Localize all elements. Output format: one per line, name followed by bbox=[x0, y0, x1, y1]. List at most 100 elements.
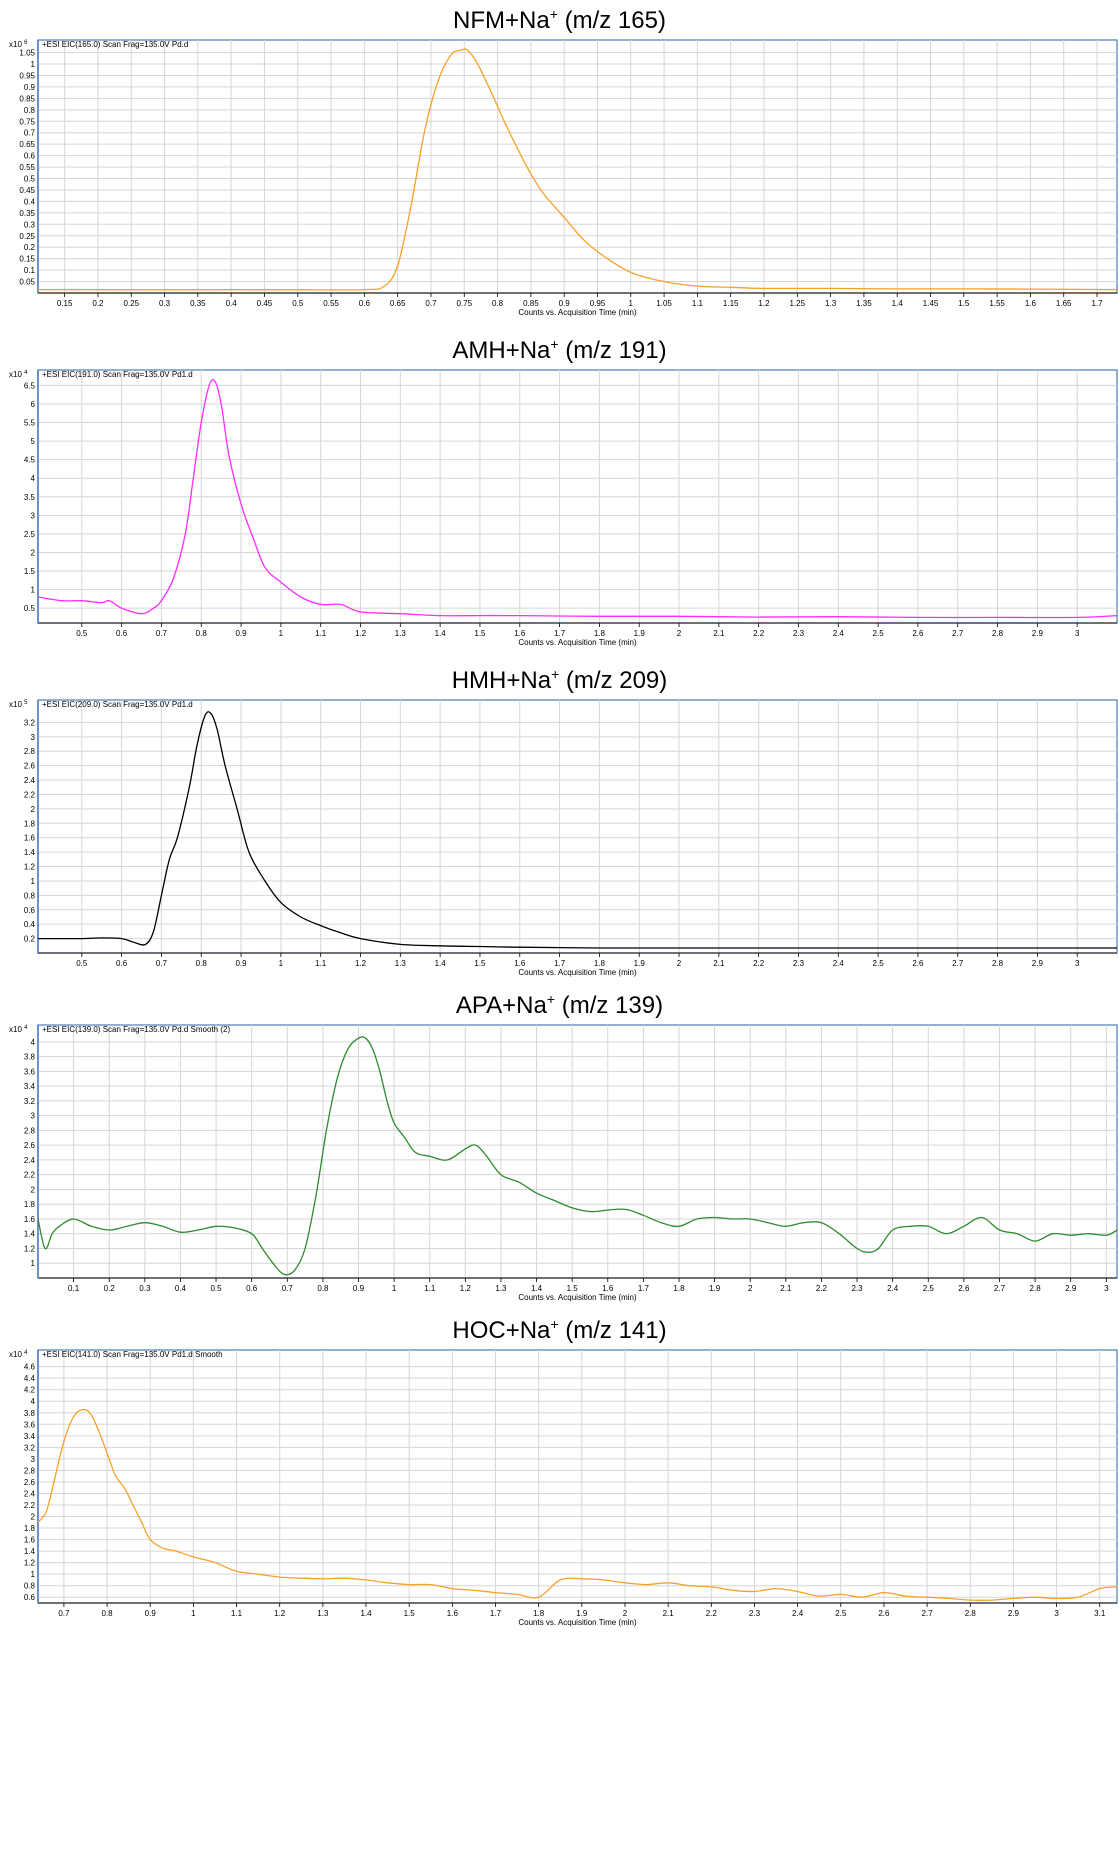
y-tick-label: 1 bbox=[31, 1259, 36, 1268]
x-tick-label: 0.65 bbox=[390, 299, 406, 308]
x-tick-label: 1.2 bbox=[274, 1609, 286, 1618]
x-tick-label: 2.6 bbox=[958, 1284, 970, 1293]
x-tick-label: 1.5 bbox=[404, 1609, 416, 1618]
chart-title-charge: + bbox=[550, 1316, 559, 1332]
chart-title: NFM+Na+ (m/z 165) bbox=[0, 6, 1119, 35]
chart-panel: HMH+Na+ (m/z 209) 0.5 0.6 0.7 0.8 0.9 1 1.1 1.2 1… bbox=[0, 660, 1119, 990]
x-tick-label: 0.4 bbox=[226, 299, 238, 308]
x-tick-label: 2.1 bbox=[713, 629, 725, 638]
x-tick-label: 2.5 bbox=[873, 629, 885, 638]
x-tick-label: 1.9 bbox=[709, 1284, 721, 1293]
x-tick-label: 2.7 bbox=[994, 1284, 1006, 1293]
chart-panel: HOC+Na+ (m/z 141) 0.7 0.8 0.9 1 1.1 1.2 1.3 1.4 1… bbox=[0, 1310, 1119, 1640]
chart-svg: 0.5 0.6 0.7 0.8 0.9 1 1.1 1.2 1.3 1.4 1.5 1.6 1.7 1.8… bbox=[9, 369, 1118, 647]
chart-title-mz: (m/z 209) bbox=[559, 667, 668, 694]
trace-label: +ESI EIC(139.0) Scan Frag=135.0V Pd.d Sm… bbox=[42, 1025, 230, 1034]
y-multiplier: x10 5 bbox=[9, 700, 28, 709]
chart-title-charge: + bbox=[550, 336, 559, 352]
y-tick-label: 4.4 bbox=[24, 1374, 36, 1383]
y-tick-label: 0.45 bbox=[19, 186, 35, 195]
x-tick-label: 2.6 bbox=[878, 1609, 890, 1618]
x-tick-label: 1.8 bbox=[594, 629, 606, 638]
y-tick-label: 3.6 bbox=[24, 1420, 36, 1429]
chart-title: HOC+Na+ (m/z 141) bbox=[0, 1316, 1119, 1345]
x-tick-label: 1.3 bbox=[495, 1284, 507, 1293]
x-tick-label: 1.4 bbox=[531, 1284, 543, 1293]
y-tick-label: 2.4 bbox=[24, 776, 36, 785]
chart-panel: NFM+Na+ (m/z 165) 0.15 0.2 0.25 0.3 0.35 0.4 0.… bbox=[0, 0, 1119, 330]
x-tick-label: 1.1 bbox=[692, 299, 704, 308]
x-tick-label: 1.7 bbox=[554, 629, 566, 638]
x-tick-label: 2.4 bbox=[833, 629, 845, 638]
x-tick-label: 1.6 bbox=[447, 1609, 459, 1618]
y-tick-label: 1.8 bbox=[24, 1524, 36, 1533]
chart-title-mz: (m/z 141) bbox=[558, 1317, 667, 1344]
y-tick-label: 0.8 bbox=[24, 106, 36, 115]
x-tick-label: 0.7 bbox=[425, 299, 437, 308]
x-tick-label: 1.8 bbox=[533, 1609, 545, 1618]
y-tick-label: 3.4 bbox=[24, 1432, 36, 1441]
y-tick-label: 0.15 bbox=[19, 255, 35, 264]
y-tick-label: 1.4 bbox=[24, 1547, 36, 1556]
x-tick-label: 1 bbox=[392, 1284, 397, 1293]
y-multiplier: x10 4 bbox=[9, 1350, 28, 1359]
x-tick-label: 1 bbox=[191, 1609, 196, 1618]
x-tick-label: 1.7 bbox=[490, 1609, 502, 1618]
chart-title: HMH+Na+ (m/z 209) bbox=[0, 666, 1119, 695]
y-tick-label: 3.5 bbox=[24, 493, 36, 502]
y-tick-label: 1.2 bbox=[24, 863, 36, 872]
x-tick-label: 1.1 bbox=[231, 1609, 243, 1618]
y-multiplier: x10 4 bbox=[9, 1025, 28, 1034]
x-tick-label: 2.8 bbox=[965, 1609, 977, 1618]
x-tick-label: 0.6 bbox=[246, 1284, 258, 1293]
x-tick-label: 0.7 bbox=[282, 1284, 294, 1293]
x-tick-label: 1.9 bbox=[634, 629, 646, 638]
x-tick-label: 2.2 bbox=[753, 959, 765, 968]
x-tick-label: 2.5 bbox=[923, 1284, 935, 1293]
x-tick-label: 2.7 bbox=[952, 959, 964, 968]
x-tick-label: 0.1 bbox=[68, 1284, 80, 1293]
y-tick-label: 2.4 bbox=[24, 1489, 36, 1498]
y-tick-label: 1.2 bbox=[24, 1244, 36, 1253]
x-tick-label: 1.8 bbox=[673, 1284, 685, 1293]
x-tick-label: 0.25 bbox=[123, 299, 139, 308]
y-tick-label: 2.4 bbox=[24, 1156, 36, 1165]
y-tick-label: 3.2 bbox=[24, 718, 36, 727]
x-tick-label: 0.55 bbox=[323, 299, 339, 308]
y-tick-label: 5 bbox=[31, 437, 36, 446]
chart-title-charge: + bbox=[546, 991, 556, 1007]
y-tick-label: 0.6 bbox=[24, 906, 36, 915]
chart-title-main: AMH+Na bbox=[452, 337, 551, 364]
chromatogram-trace bbox=[38, 711, 1117, 949]
chart-svg: 0.15 0.2 0.25 0.3 0.35 0.4 0.45 0.5 0.55 0.6 0.65 0… bbox=[9, 39, 1118, 317]
y-tick-label: 1.6 bbox=[24, 1536, 36, 1545]
x-tick-label: 1.1 bbox=[424, 1284, 436, 1293]
y-tick-label: 0.35 bbox=[19, 209, 35, 218]
x-tick-label: 0.5 bbox=[210, 1284, 222, 1293]
x-tick-label: 2.9 bbox=[1032, 959, 1044, 968]
y-tick-label: 1.2 bbox=[24, 1559, 36, 1568]
y-tick-label: 4.5 bbox=[24, 456, 36, 465]
y-tick-label: 6.5 bbox=[24, 381, 36, 390]
y-tick-label: 2.2 bbox=[24, 790, 36, 799]
x-tick-label: 0.8 bbox=[196, 629, 208, 638]
x-tick-label: 3.1 bbox=[1094, 1609, 1106, 1618]
x-tick-label: 1.4 bbox=[435, 959, 447, 968]
x-tick-label: 2.8 bbox=[992, 959, 1004, 968]
y-tick-label: 4 bbox=[31, 1397, 36, 1406]
y-multiplier: x10 4 bbox=[9, 370, 28, 379]
x-tick-label: 1.2 bbox=[460, 1284, 472, 1293]
y-tick-label: 3 bbox=[31, 733, 36, 742]
x-tick-label: 0.7 bbox=[156, 959, 168, 968]
x-tick-label: 0.75 bbox=[456, 299, 472, 308]
y-tick-label: 2.6 bbox=[24, 762, 36, 771]
chromatogram-trace bbox=[37, 48, 1118, 291]
x-tick-label: 1.3 bbox=[395, 629, 407, 638]
y-tick-label: 1 bbox=[31, 877, 36, 886]
y-tick-label: 0.85 bbox=[19, 94, 35, 103]
y-tick-label: 0.2 bbox=[24, 935, 36, 944]
x-tick-label: 1.8 bbox=[594, 959, 606, 968]
x-tick-label: 1 bbox=[629, 299, 634, 308]
y-tick-label: 0.5 bbox=[24, 604, 36, 613]
x-tick-label: 1.65 bbox=[1056, 299, 1072, 308]
